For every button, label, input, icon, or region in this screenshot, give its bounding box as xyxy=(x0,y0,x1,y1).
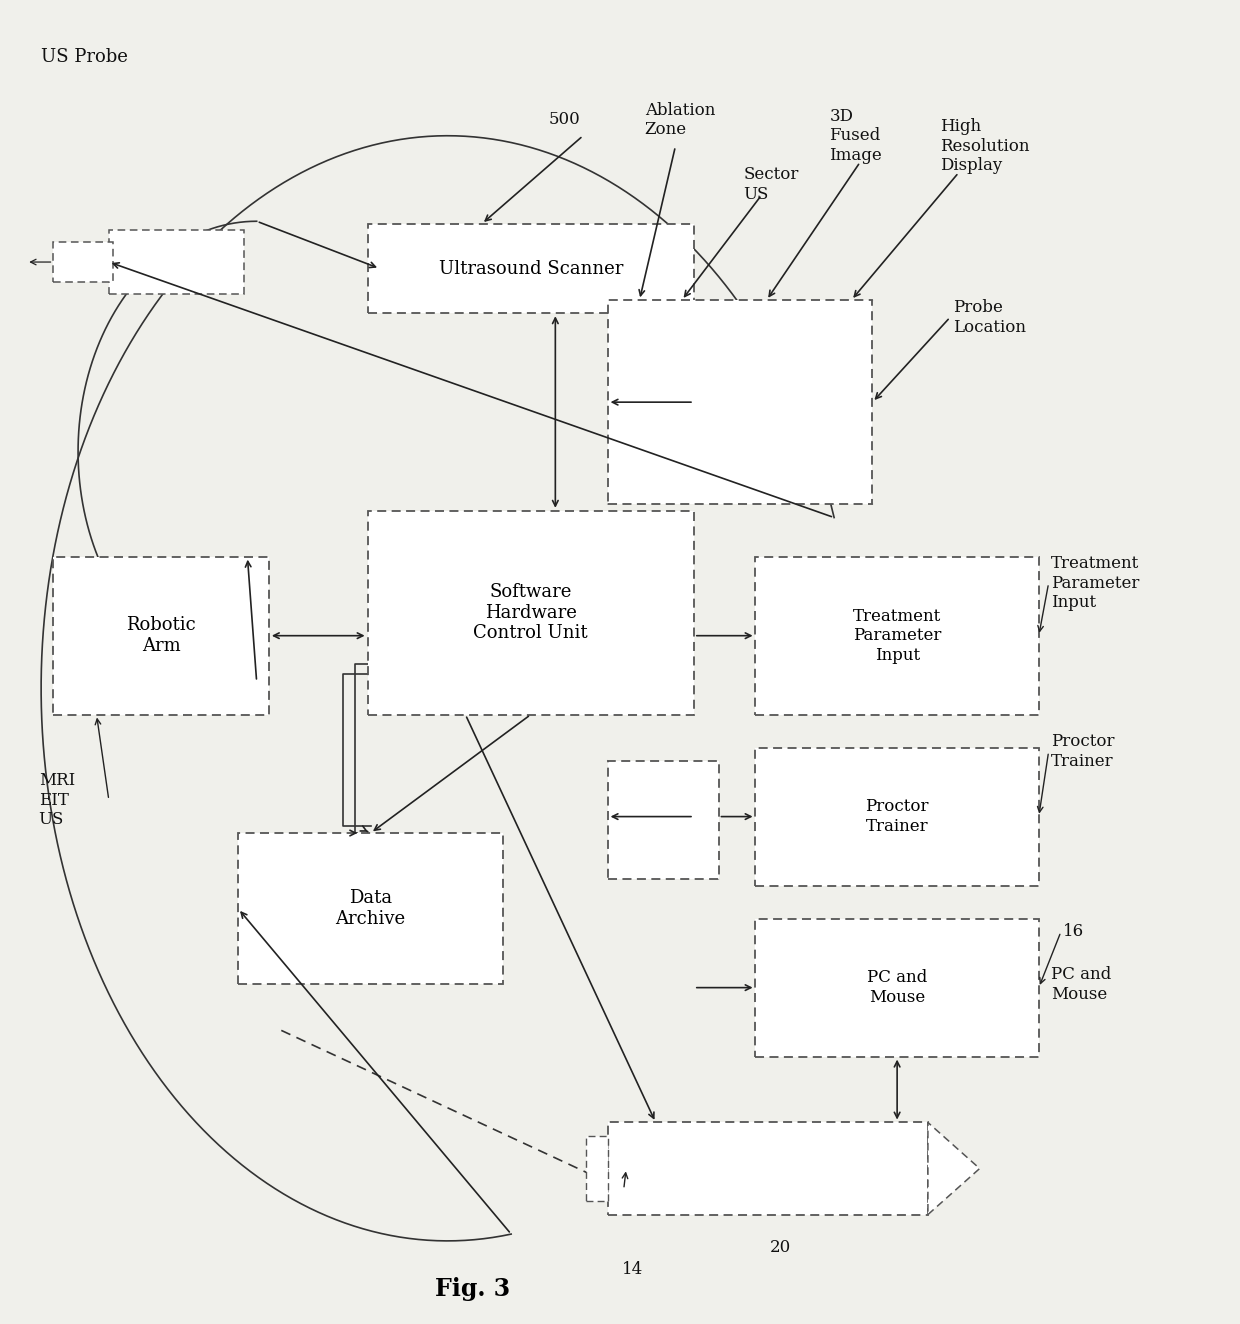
Bar xyxy=(367,511,694,715)
Bar xyxy=(608,301,873,504)
Text: Treatment
Parameter
Input: Treatment Parameter Input xyxy=(853,608,941,663)
Text: 14: 14 xyxy=(621,1262,644,1279)
Text: PC and
Mouse: PC and Mouse xyxy=(867,969,928,1006)
Bar xyxy=(53,242,113,282)
Bar xyxy=(109,230,244,294)
Text: 20: 20 xyxy=(770,1239,791,1256)
Text: Proctor
Trainer: Proctor Trainer xyxy=(866,798,929,835)
Text: Treatment
Parameter
Input: Treatment Parameter Input xyxy=(1052,555,1140,612)
Bar xyxy=(53,557,269,715)
Bar xyxy=(608,1123,928,1214)
Text: Proctor
Trainer: Proctor Trainer xyxy=(1052,733,1115,769)
Text: 500: 500 xyxy=(548,111,580,128)
Text: Robotic
Arm: Robotic Arm xyxy=(126,616,196,655)
Bar xyxy=(238,833,503,984)
Text: Sector
US: Sector US xyxy=(743,166,799,203)
Text: 16: 16 xyxy=(1064,923,1085,940)
Bar xyxy=(755,748,1039,886)
Bar xyxy=(755,919,1039,1057)
Bar xyxy=(755,557,1039,715)
Text: PC and
Mouse: PC and Mouse xyxy=(1052,967,1111,1002)
Text: Data
Archive: Data Archive xyxy=(336,890,405,928)
Bar xyxy=(367,224,694,314)
Text: Probe
Location: Probe Location xyxy=(952,299,1025,335)
Text: 3D
Fused
Image: 3D Fused Image xyxy=(830,107,882,164)
Text: High
Resolution
Display: High Resolution Display xyxy=(940,118,1029,175)
Bar xyxy=(608,761,718,879)
Text: Fig. 3: Fig. 3 xyxy=(435,1278,510,1301)
Polygon shape xyxy=(928,1123,980,1214)
Text: MRI
EIT
US: MRI EIT US xyxy=(38,772,74,829)
Text: Ultrasound Scanner: Ultrasound Scanner xyxy=(439,260,622,278)
Text: Ablation
Zone: Ablation Zone xyxy=(645,102,715,138)
Text: Software
Hardware
Control Unit: Software Hardware Control Unit xyxy=(474,583,588,642)
Bar xyxy=(585,1136,608,1201)
Text: US Probe: US Probe xyxy=(41,48,128,66)
